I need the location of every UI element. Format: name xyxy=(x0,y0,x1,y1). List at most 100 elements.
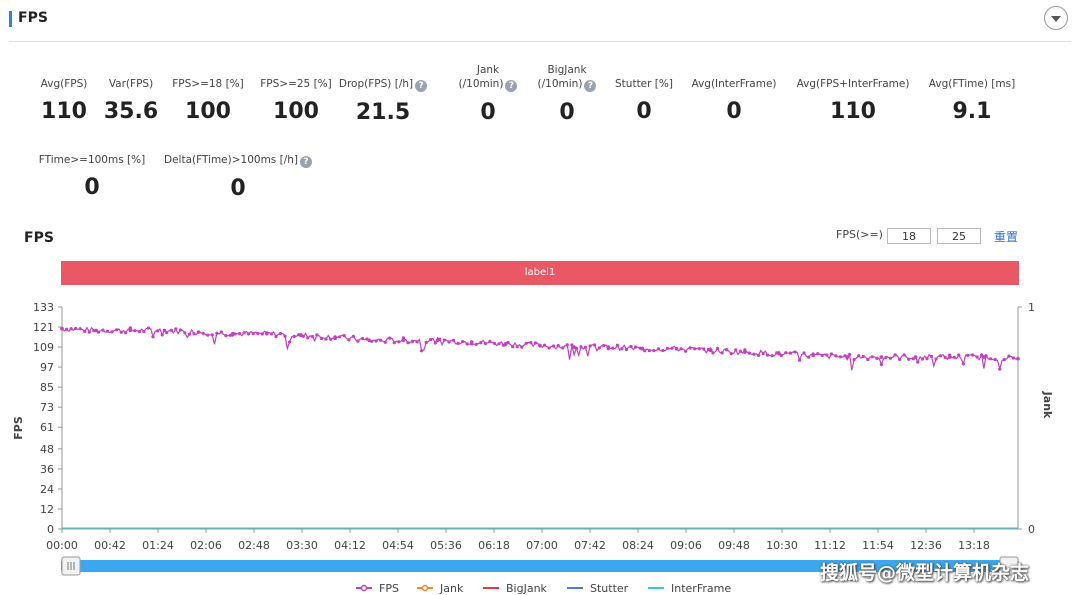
y2-tick-label: 0 xyxy=(1028,523,1035,536)
fps-point xyxy=(292,334,296,339)
fps-point xyxy=(329,337,333,341)
fps-point xyxy=(324,337,328,341)
metric-label: Avg(FPS+InterFrame) xyxy=(773,77,933,91)
x-tick-label: 11:54 xyxy=(862,539,894,552)
panel-header: FPS xyxy=(0,0,1080,42)
fps-point xyxy=(838,355,843,359)
fps-data-point xyxy=(94,328,98,333)
metric-label-text: Drop(FPS) [/h]? xyxy=(303,77,463,92)
y-tick-label: 133 xyxy=(33,301,54,314)
fps-point xyxy=(980,353,984,357)
legend-swatch-marker xyxy=(360,584,368,592)
fps-point xyxy=(998,367,1002,371)
legend-label-fps[interactable]: FPS xyxy=(379,582,399,595)
fps-point xyxy=(465,342,469,346)
range-slider-track xyxy=(61,560,1019,572)
fps-data-point xyxy=(811,353,815,358)
fps-data-point xyxy=(845,355,850,359)
metric-label: Avg(FTime) [ms] xyxy=(892,77,1052,91)
help-icon[interactable]: ? xyxy=(505,80,518,92)
fps-point xyxy=(251,332,255,336)
help-icon[interactable]: ? xyxy=(415,80,428,92)
fps-data-point xyxy=(299,333,303,338)
fps-point xyxy=(433,341,437,345)
fps-point xyxy=(105,329,110,333)
fps-point xyxy=(588,344,592,348)
help-icon[interactable]: ? xyxy=(300,156,313,168)
fps-point xyxy=(807,355,811,359)
metric-value: 0 xyxy=(726,99,742,124)
fps-data-point xyxy=(947,355,952,359)
metric-9-metrics_row1: Avg(FPS+InterFrame) 110 xyxy=(773,0,933,124)
fps-point xyxy=(907,357,911,361)
legend-label-stutter[interactable]: Stutter xyxy=(590,582,629,595)
fps-threshold-input-1[interactable] xyxy=(887,228,931,244)
fps-point xyxy=(593,343,597,347)
legend-label-bigjank[interactable]: BigJank xyxy=(506,582,548,595)
legend-label-jank[interactable]: Jank xyxy=(439,582,464,595)
metric-label: Avg(InterFrame) xyxy=(654,77,814,91)
fps-point xyxy=(383,340,387,344)
fps-point xyxy=(929,354,934,358)
x-tick-label: 01:24 xyxy=(142,539,174,552)
y-tick-label: 36 xyxy=(40,463,54,476)
metric-label: Delta(FTime)>100ms [/h]? xyxy=(158,153,318,168)
fps-data-point xyxy=(435,338,440,343)
metric-label-text: Avg(FTime) [ms] xyxy=(928,78,1016,90)
fps-point xyxy=(629,344,633,349)
y-tick-label: 121 xyxy=(33,321,54,334)
metric-label: Jank (/10min)? xyxy=(408,63,568,92)
fps-point xyxy=(420,349,424,353)
fps-point xyxy=(761,351,765,356)
fps-point xyxy=(479,341,483,345)
fps-point xyxy=(69,327,73,331)
fps-point xyxy=(943,355,947,359)
metric-row2-0: FTime>=100ms [%] 0 xyxy=(12,153,172,200)
fps-point xyxy=(342,334,346,338)
fps-threshold-input-2[interactable] xyxy=(937,228,981,244)
fps-point xyxy=(966,353,970,357)
collapse-toggle-icon[interactable] xyxy=(1044,6,1068,30)
fps-data-point xyxy=(640,346,645,351)
fps-point xyxy=(492,341,497,345)
metric-label-subtext: (/10min)? xyxy=(408,77,568,92)
fps-point xyxy=(256,331,260,336)
reset-button[interactable]: 重置 xyxy=(994,230,1019,244)
fps-point xyxy=(665,346,670,350)
fps-data-point xyxy=(708,348,713,353)
metric-label-text: Avg(FPS+InterFrame) xyxy=(796,78,910,90)
fps-data-point xyxy=(606,345,611,349)
fps-point xyxy=(201,331,205,335)
y-tick-label: 24 xyxy=(40,483,54,496)
fps-point xyxy=(565,343,569,347)
fps-point xyxy=(247,332,251,336)
metric-value: 0 xyxy=(230,176,246,201)
legend-label-interframe[interactable]: InterFrame xyxy=(671,582,731,595)
fps-point xyxy=(661,348,665,353)
fps-point xyxy=(602,344,606,348)
fps-point xyxy=(870,355,874,359)
fps-point xyxy=(401,336,405,340)
fps-point xyxy=(556,344,560,348)
fps-data-point xyxy=(743,350,747,354)
chart-title: FPS xyxy=(24,230,54,246)
metric-6-metrics_row1: BigJank (/10min)? 0 xyxy=(487,0,647,125)
fps-point xyxy=(237,332,242,336)
fps-data-point xyxy=(1016,356,1020,361)
label-bar[interactable]: label1 xyxy=(61,261,1019,285)
fps-point xyxy=(697,347,701,351)
fps-point xyxy=(192,332,196,336)
fps-point xyxy=(702,347,706,351)
fps-point xyxy=(128,326,132,330)
metric-10-metrics_row1: Avg(FTime) [ms] 9.1 xyxy=(892,0,1052,124)
range-handle-right[interactable] xyxy=(999,556,1019,576)
metric-label-text: Jank xyxy=(476,64,500,76)
help-icon[interactable]: ? xyxy=(584,80,597,92)
fps-point xyxy=(729,352,733,356)
fps-point xyxy=(310,334,314,339)
metric-label-text: Var(FPS) xyxy=(108,78,154,90)
metric-7-metrics_row1: Stutter [%] 0 xyxy=(564,0,724,124)
metric-label: FPS>=18 [%] xyxy=(128,77,288,91)
fps-point xyxy=(756,353,761,357)
fps-data-point xyxy=(230,331,235,336)
